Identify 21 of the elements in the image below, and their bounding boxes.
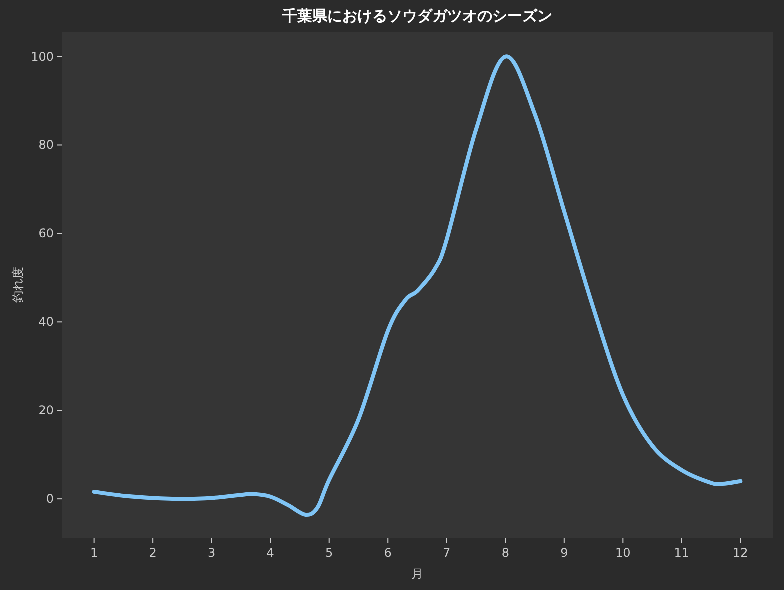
- x-tick-label: 9: [560, 546, 568, 560]
- x-tick-label: 5: [326, 546, 334, 560]
- x-axis-title: 月: [412, 567, 424, 581]
- y-tick-label: 0: [46, 492, 54, 506]
- y-axis-title: 釣れ度: [11, 267, 25, 303]
- x-tick-label: 3: [208, 546, 216, 560]
- x-tick-label: 12: [733, 546, 748, 560]
- x-tick-label: 7: [443, 546, 451, 560]
- x-tick-label: 11: [674, 546, 690, 560]
- y-tick-label: 80: [38, 138, 54, 152]
- x-tick-label: 6: [384, 546, 392, 560]
- y-tick-label: 40: [38, 315, 54, 330]
- x-tick-label: 10: [616, 546, 631, 560]
- x-tick-label: 2: [149, 546, 157, 560]
- y-tick-label: 60: [38, 226, 54, 241]
- y-tick-label: 20: [38, 404, 54, 418]
- y-tick-label: 100: [31, 50, 54, 64]
- x-tick-label: 1: [90, 546, 98, 560]
- chart-title: 千葉県におけるソウダガツオのシーズン: [282, 7, 552, 25]
- x-tick-label: 8: [502, 546, 510, 560]
- x-tick-label: 4: [266, 546, 274, 560]
